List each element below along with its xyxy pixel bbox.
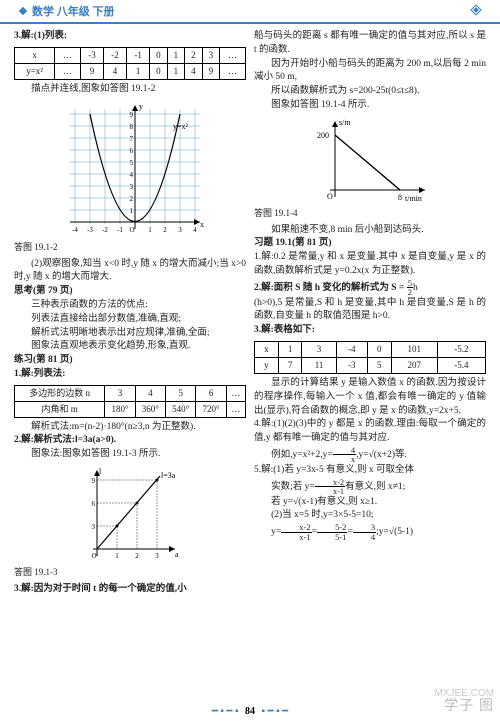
svg-text:3: 3 [92,523,96,531]
sikao-heading: 思考(第 79 页) [14,285,246,299]
xiti-heading: 习题 19.1(第 81 页) [254,237,486,251]
right-column: 船与码头的距离 s 都有唯一确定的值与其对应,所以 s 是 t 的函数. 因为开… [254,30,486,690]
svg-text:y=x²: y=x² [173,122,189,131]
svg-text:9: 9 [92,477,96,485]
svg-text:4: 4 [193,226,197,234]
r4b-text: 例如,y=x²+2,y=4x,y=√(x+2)等. [254,446,486,464]
lx1-label: 1.解:列表法: [14,368,246,382]
svg-text:-4: -4 [72,226,78,234]
table-row: x…-3-2-10123… [15,47,246,63]
svg-text:-3: -3 [87,226,93,234]
table-row: 内角和 m180°360°540°720°… [15,401,246,417]
page-number: 84 [241,706,259,717]
svg-text:O: O [91,552,96,560]
cont-text: 因为开始时小船与码头的距离为 200 m,以后每 2 min 减小 50 m, [254,58,486,86]
svg-text:5: 5 [130,159,134,167]
svg-text:s/m: s/m [339,118,351,127]
graph2-caption: 答图 19.1-3 [14,566,246,579]
cont-text: 船与码头的距离 s 都有唯一确定的值与其对应,所以 s 是 t 的函数. [254,30,486,58]
table-row: 多边形的边数 n3456… [15,385,246,401]
linear-graph: l=3a l a O 1 2 3 3 6 9 [75,464,185,564]
svg-text:1: 1 [130,207,134,215]
line-decreasing-graph: s/m t/min 200 8 O [305,115,435,205]
lx2b-text: 图象法:图象如答图 19.1-3 所示. [14,448,246,462]
q3-label: 3.解:(1)列表: [14,30,246,44]
svg-text:7: 7 [130,135,134,143]
page-header: 数学 八年级 下册 [0,0,500,24]
r2c-text: (h>0),5 是常量,S 和 h 是变量,其中 h 是自变量,S 是 h 的函… [254,297,486,325]
svg-text:l=3a: l=3a [161,471,176,480]
graph3-caption: 答图 19.1-4 [254,207,486,220]
svg-text:4: 4 [130,171,134,179]
svg-text:6: 6 [130,147,134,155]
table-xy-calc: x13-40101-5.2 y711-35207-5.4 [254,341,486,374]
svg-text:6: 6 [92,500,96,508]
note-text: 如果船速不变,8 min 后小船到达码头. [254,224,486,238]
r5e-text: y=x-2x-1=5-25-1=34;y=√(5-1) [254,523,486,541]
watermark-text: 学子 图 [444,695,494,715]
sk-line: 列表法直接给出部分数值,准确,直观; [14,313,246,327]
table-polygon: 多边形的边数 n3456… 内角和 m180°360°540°720°… [14,385,246,418]
page-content: 3.解:(1)列表: x…-3-2-10123… y=x²…9410149… 描… [0,24,500,694]
r2-text: 2.解:面积 S 随 h 变化的解析式为 S = 52h [254,279,486,297]
svg-text:-1: -1 [117,226,123,234]
svg-text:2: 2 [135,552,139,560]
svg-text:O: O [327,192,333,201]
r5c-text: 若 y=√(x-1)有意义,则 x≥1. [254,496,486,510]
svg-text:1: 1 [148,226,152,234]
svg-text:-2: -2 [102,226,108,234]
cont-text: 所以函数解析式为 s=200-25t(0≤t≤8). [254,85,486,99]
table-row: y=x²…9410149… [15,63,246,79]
r4a-text: 4.解:(1)(2)(3)中的 y 都是 x 的函数.理由:每取一个确定的值,y… [254,418,486,446]
sk-line: 三种表示函数的方法的优点: [14,299,246,313]
header-corner-icon [470,4,481,15]
svg-text:200: 200 [317,131,329,140]
r3b-text: 显示的计算结果 y 是输入数值 x 的函数.因为按设计的程序操作,每输入一个 x… [254,377,486,418]
svg-text:3: 3 [130,183,134,191]
lx1b-text: 解析式法:m=(n-2)·180°(n≥3,n 为正整数). [14,421,246,435]
lianxi-heading: 练习(第 81 页) [14,354,246,368]
header-title: 数学 八年级 下册 [32,3,115,19]
svg-text:2: 2 [163,226,167,234]
svg-text:3: 3 [178,226,182,234]
table-xy-squared: x…-3-2-10123… y=x²…9410149… [14,47,246,80]
svg-text:t/min: t/min [405,194,422,203]
r5a-text: 5.解:(1)若 y=3x-5 有意义,则 x 可取全体 [254,464,486,478]
observation-text: (2)观察图象,知当 x<0 时,y 随 x 的增大而减小;当 x>0 时,y … [14,258,246,286]
r5d-text: (2)当 x=5 时,y=3×5-5=10; [254,509,486,523]
table-row: x13-40101-5.2 [255,342,486,358]
svg-text:1: 1 [115,552,119,560]
r5b-text: 实数;若 y=x-2x-1有意义,则 x≠1; [254,478,486,496]
left-column: 3.解:(1)列表: x…-3-2-10123… y=x²…9410149… 描… [14,30,246,690]
svg-text:3: 3 [155,552,159,560]
lx3-label: 3.解:因为对于时间 t 的每一个确定的值,小 [14,583,246,597]
table1-note: 描点并连线,图象如答图 19.1-2 [14,83,246,97]
lx2-label: 2.解:解析式法:l=3a(a>0). [14,434,246,448]
r1-text: 1.解:0.2 是常量,y 和 x 是变量.其中 x 是自变量,y 是 x 的函… [254,251,486,279]
svg-text:8: 8 [130,123,134,131]
table-row: y711-35207-5.4 [255,358,486,374]
cont-text: 图象如答图 19.1-4 所示. [254,99,486,113]
svg-text:l: l [99,467,102,476]
svg-text:y: y [139,102,143,111]
sk-line: 图象法直观地表示变化趋势,形象,直观. [14,340,246,354]
header-diamond-icon [19,7,27,15]
parabola-graph: y y=x² x -4 -3 -2 -1 O 1 2 3 4 1 2 3 4 5 6 7 8 9 [55,99,205,239]
svg-text:8: 8 [398,193,402,202]
svg-text:x: x [200,220,204,229]
page-footer: ━ ▪ ━ ▪ 84 ▪ ━ ▪ ━ [0,706,500,717]
svg-text:a: a [175,550,179,559]
r3-label: 3.解:表格如下: [254,324,486,338]
graph1-caption: 答图 19.1-2 [14,241,246,254]
svg-text:2: 2 [130,195,134,203]
svg-text:9: 9 [130,111,134,119]
sk-line: 解析式法明晰地表示出对应规律,准确,全面; [14,327,246,341]
svg-text:O: O [129,226,134,234]
